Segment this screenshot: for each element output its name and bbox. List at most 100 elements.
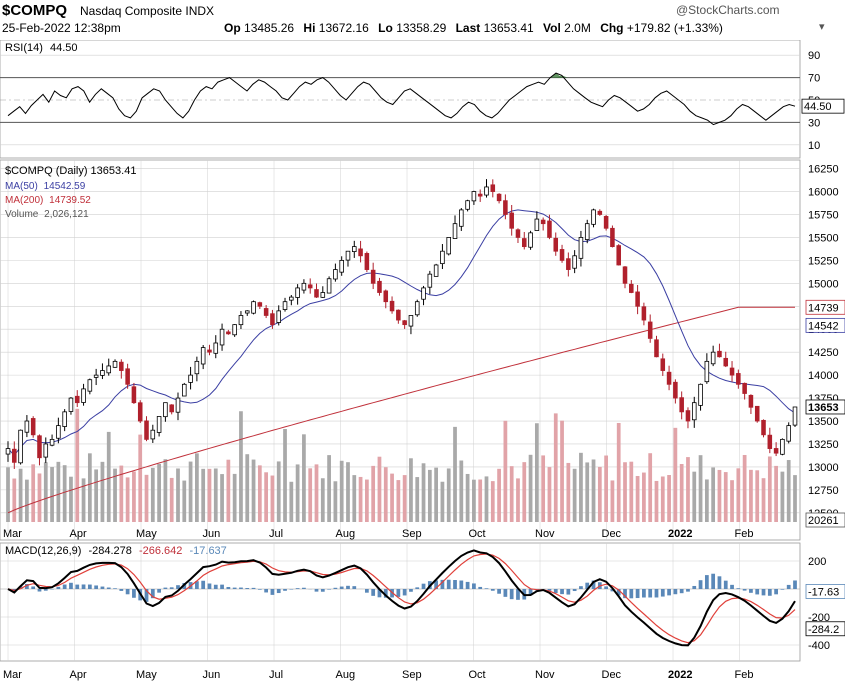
macd-hist-bar (31, 586, 36, 589)
macd-hist-bar (302, 587, 306, 589)
volume-bar (673, 427, 678, 522)
candle-body (509, 212, 514, 229)
volume-bar (314, 464, 319, 522)
volume-bar (572, 468, 577, 522)
candle-body (484, 186, 489, 196)
candle-body (717, 350, 722, 358)
volume-bar (534, 423, 539, 522)
volume-bar (780, 471, 785, 522)
volume-bar (132, 471, 136, 522)
ma200-legend-value: 14739.52 (49, 195, 91, 206)
candle-body (314, 289, 319, 298)
candle-body (207, 349, 212, 353)
high-label: Hi (303, 21, 316, 35)
macd-hist-bar (195, 581, 199, 589)
macd-hist-bar (333, 587, 338, 589)
macd-hist-bar (239, 587, 243, 589)
candle-body (780, 438, 785, 455)
volume-legend: Volume 2,026,121 (5, 209, 89, 220)
volume-bar (591, 459, 596, 522)
volume-bar (50, 467, 54, 522)
volume-bar (6, 467, 10, 522)
volume-bar (163, 459, 168, 522)
volume-bar (478, 479, 483, 522)
candle-body (761, 419, 766, 436)
macd-axis: 2000-200-400-17.63-284.2 (805, 556, 845, 652)
stockcharts-logo[interactable]: @StockCharts.com (676, 3, 780, 17)
price-value-tag (805, 299, 845, 315)
volume-bar (553, 413, 558, 522)
volume-bar (692, 471, 697, 522)
candle-body (396, 309, 401, 321)
candle-body (200, 347, 206, 365)
macd-hist-bar (396, 589, 401, 597)
macd-hist-bar (610, 589, 615, 592)
candle-body (578, 237, 584, 259)
candle-body (377, 280, 382, 293)
rsi-tick-label: 30 (808, 117, 820, 129)
price-title: $COMPQ (Daily) 13653.41 (5, 165, 136, 177)
macd-hist-bar (94, 585, 99, 589)
macd-panel: 2000-200-400-17.63-284.2 MACD(12,26,9) -… (0, 542, 845, 681)
price-tick-label: 15500 (808, 232, 839, 244)
macd-hist-bar (673, 589, 678, 595)
candle-body (736, 373, 741, 385)
macd-hist-bar (616, 589, 621, 596)
macd-tick-label: -400 (808, 640, 830, 652)
candle-body (685, 410, 691, 422)
macd-hist-bar (755, 589, 760, 595)
candle-body (566, 258, 571, 270)
volume-bar (12, 478, 17, 522)
volume-bar (239, 411, 243, 522)
candle-body (610, 227, 615, 248)
macd-value: -284.278 (88, 545, 131, 557)
candle-body (257, 302, 263, 307)
candle-body (547, 220, 552, 238)
candle-body (786, 425, 791, 442)
candle-body (270, 313, 275, 326)
candle-body (18, 429, 23, 464)
macd-hist-bar (679, 589, 684, 594)
candle-body (213, 342, 219, 354)
macd-hist-bar (566, 589, 571, 595)
volume-bar (283, 428, 287, 522)
volume-bar (56, 461, 61, 522)
candle-body (326, 278, 332, 294)
volume-bar (364, 479, 369, 522)
macd-hist-bar (446, 579, 451, 589)
volume-bar (81, 478, 86, 522)
macd-hist-bar (232, 587, 237, 589)
month-label: Mar (3, 528, 22, 540)
volume-bar (396, 480, 401, 522)
chevron-down-icon[interactable]: ▾ (819, 21, 825, 33)
candle-body (175, 397, 181, 413)
macd-hist-bar (692, 585, 697, 589)
volume-bar (176, 468, 180, 522)
candle-body (465, 200, 470, 210)
symbol-title[interactable]: $COMPQ (2, 2, 68, 19)
price-tick-label: 15250 (808, 255, 839, 267)
candle-body (112, 360, 118, 368)
volume-bar (289, 481, 294, 522)
candle-body (471, 191, 477, 202)
candle-body (358, 248, 363, 257)
candle-body (156, 416, 162, 433)
volume-bar (730, 480, 734, 522)
candle-body (521, 238, 527, 248)
vol-value: 2.0M (564, 21, 591, 35)
candle-body (251, 301, 256, 314)
vol-label: Vol (543, 21, 561, 35)
candle-body (345, 250, 351, 261)
candle-body (295, 287, 300, 298)
volume-bar (755, 470, 760, 522)
macd-hist-bar (150, 589, 155, 599)
candle-body (333, 269, 338, 280)
candle-body (194, 360, 200, 375)
macd-hist-bar (528, 589, 533, 596)
month-label: Sep (402, 669, 422, 681)
candle-body (490, 184, 496, 192)
volume-bar (667, 475, 671, 522)
candle-body (282, 301, 288, 310)
candle-body (647, 321, 653, 339)
month-label: Nov (535, 528, 555, 540)
